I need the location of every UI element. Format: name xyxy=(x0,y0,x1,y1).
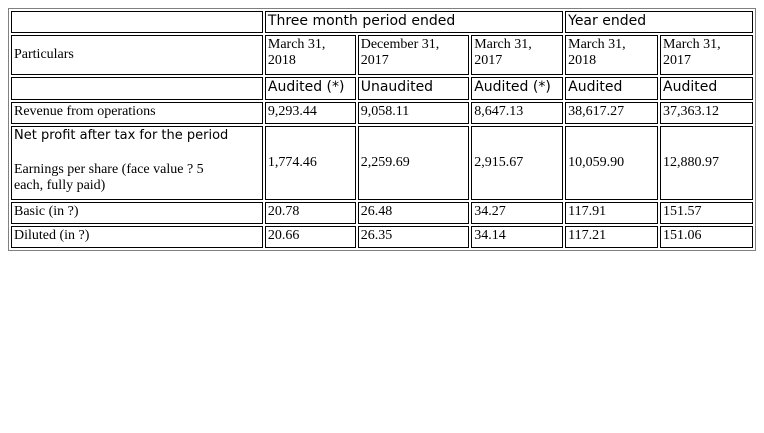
diluted-eps-row: Diluted (in ?) 20.66 26.35 34.14 117.21 … xyxy=(11,226,753,248)
revenue-value: 37,363.12 xyxy=(660,102,753,124)
date-header-cell: March 31, 2018 xyxy=(264,35,356,75)
net-profit-value: 2,915.67 xyxy=(471,126,564,200)
diluted-eps-value: 151.06 xyxy=(660,226,753,248)
basic-eps-row: Basic (in ?) 20.78 26.48 34.27 117.91 15… xyxy=(11,202,753,224)
diluted-eps-value: 34.14 xyxy=(471,226,564,248)
net-profit-label-cell: Net profit after tax for the period Earn… xyxy=(11,126,263,200)
basic-eps-value: 26.48 xyxy=(357,202,470,224)
revenue-value: 8,647.13 xyxy=(471,102,564,124)
date-header-cell: March 31, 2018 xyxy=(565,35,659,75)
three-month-header: Three month period ended xyxy=(264,11,564,33)
net-profit-label: Net profit after tax for the period xyxy=(14,128,229,143)
revenue-value: 9,058.11 xyxy=(357,102,470,124)
net-profit-value: 1,774.46 xyxy=(264,126,356,200)
audit-status-cell: Unaudited xyxy=(357,77,470,100)
date-header-row: Particulars March 31, 2018 December 31, 20… xyxy=(11,35,753,75)
revenue-row: Revenue from operations 9,293.44 9,058.1… xyxy=(11,102,753,124)
revenue-label: Revenue from operations xyxy=(11,102,263,124)
revenue-value: 9,293.44 xyxy=(264,102,356,124)
audit-status-cell: Audited (*) xyxy=(471,77,564,100)
eps-label-line1: Earnings per share (face value ? 5 xyxy=(14,162,204,177)
audit-status-row: Audited (*) Unaudited Audited (*) Audite… xyxy=(11,77,753,100)
diluted-eps-value: 20.66 xyxy=(264,226,356,248)
net-profit-row: Net profit after tax for the period Earn… xyxy=(11,126,753,200)
date-header-cell: March 31, 2017 xyxy=(471,35,564,75)
diluted-eps-value: 117.21 xyxy=(565,226,659,248)
audit-status-cell: Audited xyxy=(660,77,753,100)
year-ended-header: Year ended xyxy=(565,11,753,33)
diluted-eps-value: 26.35 xyxy=(357,226,470,248)
date-header-cell: December 31, 2017 xyxy=(357,35,470,75)
empty-header-cell xyxy=(11,11,263,33)
audit-status-cell: Audited xyxy=(565,77,659,100)
net-profit-value: 10,059.90 xyxy=(565,126,659,200)
net-profit-value: 12,880.97 xyxy=(660,126,753,200)
eps-label-line2: each, fully paid) xyxy=(14,178,106,193)
basic-eps-value: 151.57 xyxy=(660,202,753,224)
diluted-eps-label: Diluted (in ?) xyxy=(11,226,263,248)
particulars-header: Particulars xyxy=(11,35,263,75)
basic-eps-value: 20.78 xyxy=(264,202,356,224)
basic-eps-value: 117.91 xyxy=(565,202,659,224)
net-profit-value: 2,259.69 xyxy=(357,126,470,200)
audit-status-cell: Audited (*) xyxy=(264,77,356,100)
date-header-cell: March 31, 2017 xyxy=(660,35,753,75)
revenue-value: 38,617.27 xyxy=(565,102,659,124)
basic-eps-value: 34.27 xyxy=(471,202,564,224)
header-group-row: Three month period ended Year ended xyxy=(11,11,753,33)
financial-results-table: Three month period ended Year ended Part… xyxy=(8,8,756,251)
empty-audit-cell xyxy=(11,77,263,100)
basic-eps-label: Basic (in ?) xyxy=(11,202,263,224)
